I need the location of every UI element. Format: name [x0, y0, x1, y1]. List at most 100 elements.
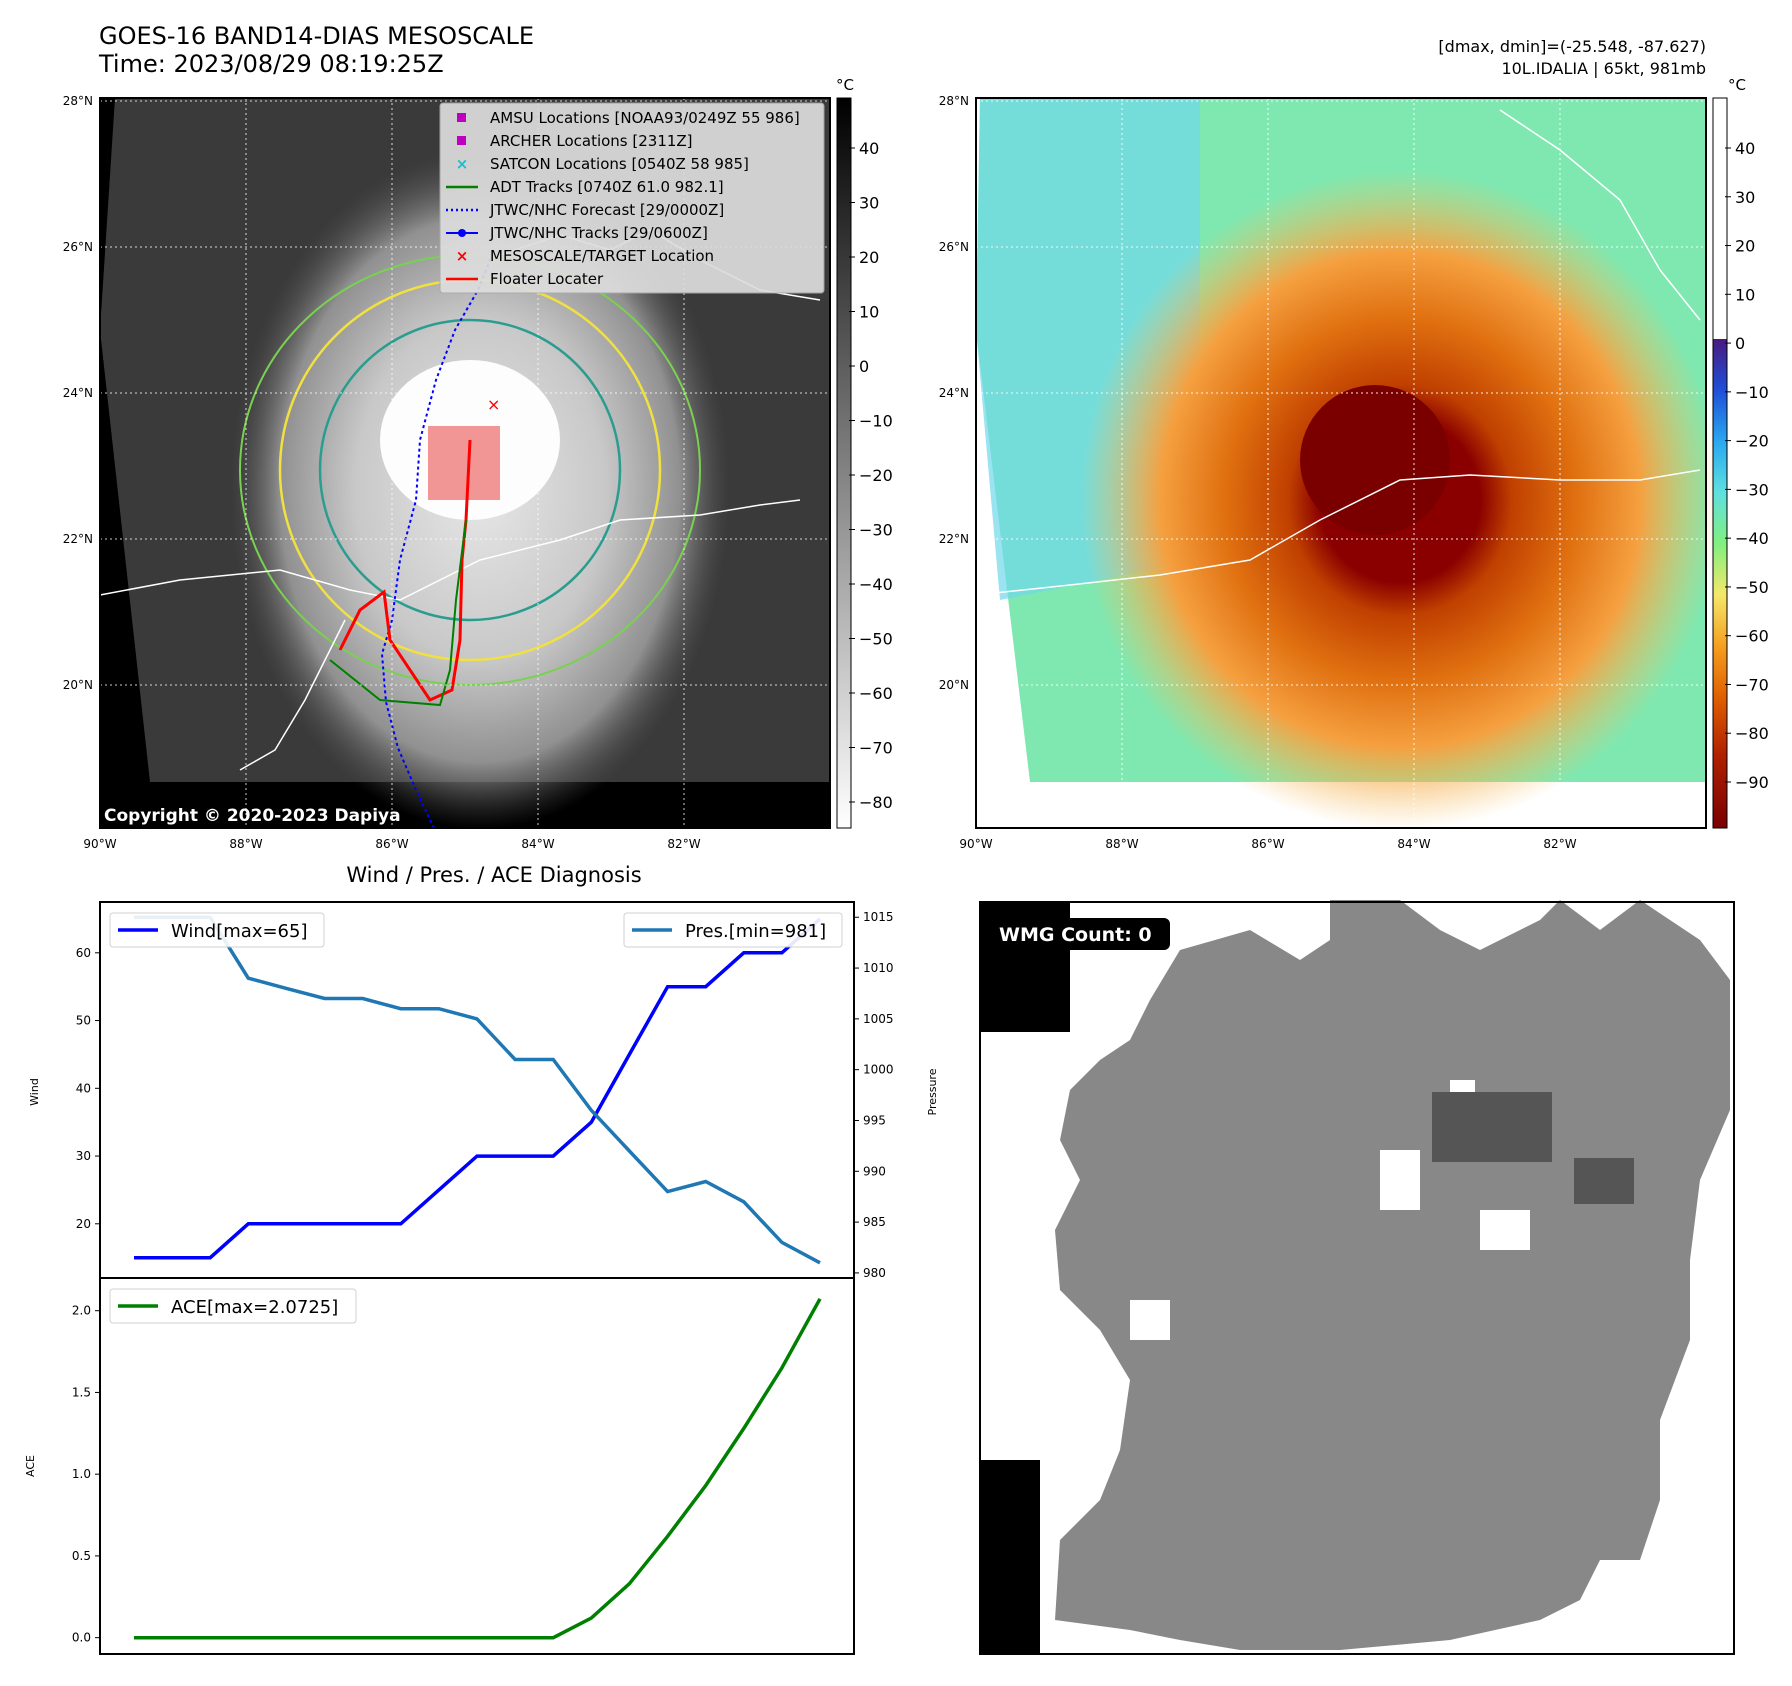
storm-info: 10L.IDALIA | 65kt, 981mb [1501, 59, 1706, 78]
ace-legend-label: ACE[max=2.0725] [171, 1297, 338, 1318]
pres-ylabel: Pressure [926, 1068, 939, 1115]
colorbar-tick: −90 [1735, 773, 1769, 792]
ace-ylabel: ACE [24, 1455, 37, 1477]
axis-tick-label: 1010 [863, 961, 894, 975]
legend-entry: ADT Tracks [0740Z 61.0 982.1] [446, 178, 724, 196]
colorbar-tick: −40 [1735, 529, 1769, 548]
axis-tick-label: 1005 [863, 1012, 894, 1026]
ace-legend: ACE[max=2.0725] [109, 1288, 357, 1324]
axis-tick-label: 985 [863, 1215, 886, 1229]
lon-tick: 86°W [1251, 837, 1284, 851]
lat-tick: 24°N [63, 386, 93, 400]
lon-tick: 90°W [959, 837, 992, 851]
colorbar-tick: 10 [1735, 285, 1755, 304]
colorbar-tick: 20 [859, 248, 879, 267]
legend-label: ADT Tracks [0740Z 61.0 982.1] [490, 178, 724, 196]
legend-label: AMSU Locations [NOAA93/0249Z 55 986] [490, 109, 800, 127]
lon-tick: 84°W [521, 837, 554, 851]
lat-tick: 26°N [939, 240, 969, 254]
colorbar-tick: 20 [1735, 237, 1755, 256]
wind-legend-label: Wind[max=65] [171, 921, 308, 942]
colorbar-tick: 40 [859, 139, 879, 158]
legend-label: ARCHER Locations [2311Z] [490, 132, 693, 150]
dmax-dmin-readout: [dmax, dmin]=(-25.548, -87.627) [1438, 37, 1706, 56]
lat-tick: 28°N [939, 94, 969, 108]
lon-tick: 84°W [1397, 837, 1430, 851]
legend-entry: Floater Locater [446, 270, 604, 288]
axis-tick-label: 30 [76, 1149, 91, 1163]
axis-tick-label: 0.0 [72, 1631, 91, 1645]
lat-tick: 20°N [939, 678, 969, 692]
lon-tick: 88°W [1105, 837, 1138, 851]
legend-label: MESOSCALE/TARGET Location [490, 247, 714, 265]
lon-tick: 86°W [375, 837, 408, 851]
colorbar-tick: 0 [1735, 334, 1745, 353]
legend-entry: JTWC/NHC Tracks [29/0600Z] [446, 224, 708, 242]
colorbar-unit: °C [1728, 76, 1746, 94]
colorbar-tick: −60 [1735, 627, 1769, 646]
wmg-cold-cell [1432, 1092, 1552, 1162]
wind-ylabel: Wind [28, 1078, 41, 1106]
legend-entry: ARCHER Locations [2311Z] [457, 132, 693, 150]
colorbar-tick: −30 [1735, 480, 1769, 499]
legend-entry: × MESOSCALE/TARGET Location [456, 247, 714, 265]
pressure-series-line [134, 915, 821, 1265]
pres-legend: Pres.[min=981] [623, 912, 843, 948]
floater-box [428, 426, 500, 500]
color-lon-ticks: 90°W 88°W 86°W 84°W 82°W [959, 837, 1576, 851]
wind-legend: Wind[max=65] [109, 912, 325, 948]
colorbar-tick: −40 [859, 575, 893, 594]
lon-tick: 82°W [1543, 837, 1576, 851]
legend-label: JTWC/NHC Tracks [29/0600Z] [489, 224, 708, 242]
colorbar-tick: −80 [1735, 724, 1769, 743]
color-map-panel [975, 97, 1720, 830]
colorbar-tick: −20 [859, 466, 893, 485]
legend-entry: JTWC/NHC Forecast [29/0000Z] [446, 201, 724, 219]
colorbar-tick: −50 [859, 630, 893, 649]
axis-tick-label: 40 [76, 1081, 91, 1095]
lon-tick: 90°W [83, 837, 116, 851]
lat-tick: 24°N [939, 386, 969, 400]
lat-tick: 22°N [63, 532, 93, 546]
colorbar-tick: −10 [859, 412, 893, 431]
axis-tick-label: 990 [863, 1164, 886, 1178]
legend-entry: AMSU Locations [NOAA93/0249Z 55 986] [457, 109, 800, 127]
lon-tick: 82°W [667, 837, 700, 851]
pres-legend-label: Pres.[min=981] [685, 921, 826, 942]
axis-tick-label: 50 [76, 1014, 91, 1028]
colorbar-tick: 40 [1735, 139, 1755, 158]
wmg-panel: WMG Count: 0 [979, 900, 1735, 1655]
wmg-count-label: WMG Count: 0 [999, 924, 1152, 946]
axis-tick-label: 1.0 [72, 1467, 91, 1481]
axis-tick-label: 1.5 [72, 1385, 91, 1399]
color-lat-ticks: 28°N 26°N 24°N 22°N 20°N [939, 94, 969, 692]
ir-lat-ticks: 28°N 26°N 24°N 22°N 20°N [63, 94, 93, 692]
legend-square-marker [457, 113, 466, 122]
legend-dot-marker [458, 229, 466, 237]
diag-title: Wind / Pres. / ACE Diagnosis [346, 863, 641, 887]
colorbar-unit: °C [836, 76, 854, 94]
legend-x-marker: × [456, 155, 469, 173]
lat-tick: 22°N [939, 532, 969, 546]
colorbar-tick: −10 [1735, 383, 1769, 402]
ace-series-line [134, 1297, 822, 1640]
colorbar-tick: −20 [1735, 432, 1769, 451]
map-legend: AMSU Locations [NOAA93/0249Z 55 986] ARCH… [439, 102, 825, 294]
legend-label: SATCON Locations [0540Z 58 985] [490, 155, 749, 173]
colorbar-tick: −50 [1735, 578, 1769, 597]
legend-x-marker: × [456, 247, 469, 265]
legend-square-marker [457, 136, 466, 145]
ir-colorbar: °C 40 30 20 10 0 −10 −20 −30 −40 −50 −60 −70 −80 [836, 76, 893, 829]
copyright-text: Copyright © 2020-2023 Dapiya [104, 806, 401, 826]
axis-tick-label: 995 [863, 1113, 886, 1127]
target-location-marker: × [487, 395, 500, 414]
lon-tick: 88°W [229, 837, 262, 851]
colorbar-tick: 0 [859, 357, 869, 376]
wmg-cold-cell [1574, 1158, 1634, 1204]
colorbar-tick: −60 [859, 684, 893, 703]
axis-tick-label: 2.0 [72, 1304, 91, 1318]
colorbar-tick: 30 [1735, 188, 1755, 207]
figure-time: Time: 2023/08/29 08:19:25Z [98, 50, 444, 78]
